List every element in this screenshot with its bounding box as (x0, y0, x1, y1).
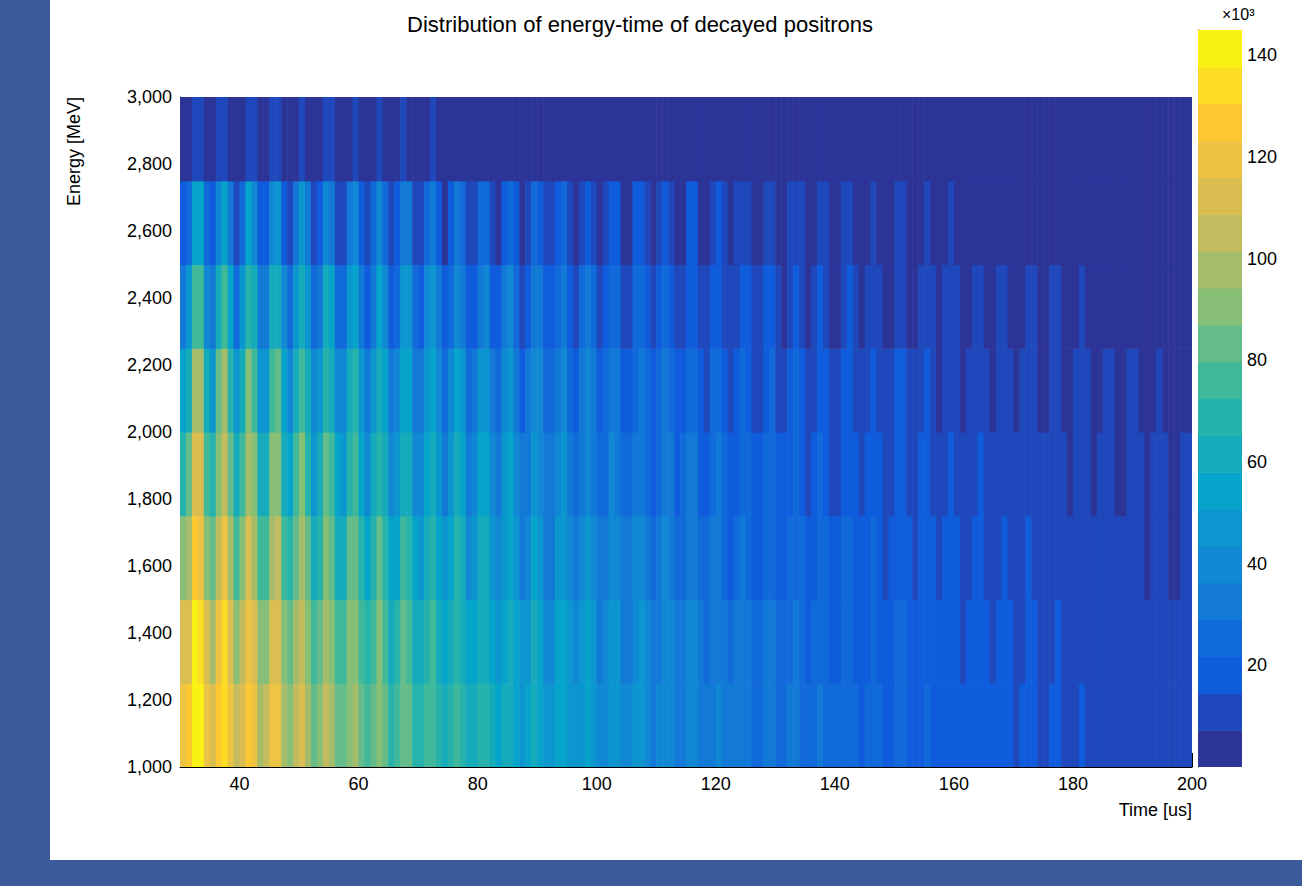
svg-text:Distribution of energy-time of: Distribution of energy-time of decayed p… (407, 12, 873, 37)
svg-text:120: 120 (1247, 147, 1277, 167)
svg-text:160: 160 (939, 774, 969, 794)
svg-text:20: 20 (1247, 655, 1267, 675)
svg-text:2,200: 2,200 (127, 355, 172, 375)
svg-text:40: 40 (230, 774, 250, 794)
svg-text:1,400: 1,400 (127, 623, 172, 643)
svg-text:120: 120 (701, 774, 731, 794)
svg-text:1,800: 1,800 (127, 489, 172, 509)
svg-text:2,800: 2,800 (127, 154, 172, 174)
svg-text:60: 60 (1247, 452, 1267, 472)
svg-text:80: 80 (468, 774, 488, 794)
svg-text:60: 60 (349, 774, 369, 794)
svg-text:1,200: 1,200 (127, 690, 172, 710)
svg-text:Time [us]: Time [us] (1119, 800, 1192, 820)
svg-text:40: 40 (1247, 554, 1267, 574)
svg-text:140: 140 (1247, 45, 1277, 65)
svg-text:140: 140 (820, 774, 850, 794)
svg-text:100: 100 (582, 774, 612, 794)
svg-text:2,000: 2,000 (127, 422, 172, 442)
svg-text:180: 180 (1058, 774, 1088, 794)
svg-text:100: 100 (1247, 249, 1277, 269)
svg-text:×10³: ×10³ (1222, 6, 1255, 23)
svg-text:200: 200 (1177, 774, 1207, 794)
svg-text:1,000: 1,000 (127, 757, 172, 777)
svg-text:80: 80 (1247, 350, 1267, 370)
svg-text:3,000: 3,000 (127, 87, 172, 107)
svg-text:2,600: 2,600 (127, 221, 172, 241)
svg-text:1,600: 1,600 (127, 556, 172, 576)
svg-text:Energy [MeV]: Energy [MeV] (64, 97, 84, 206)
svg-text:2,400: 2,400 (127, 288, 172, 308)
